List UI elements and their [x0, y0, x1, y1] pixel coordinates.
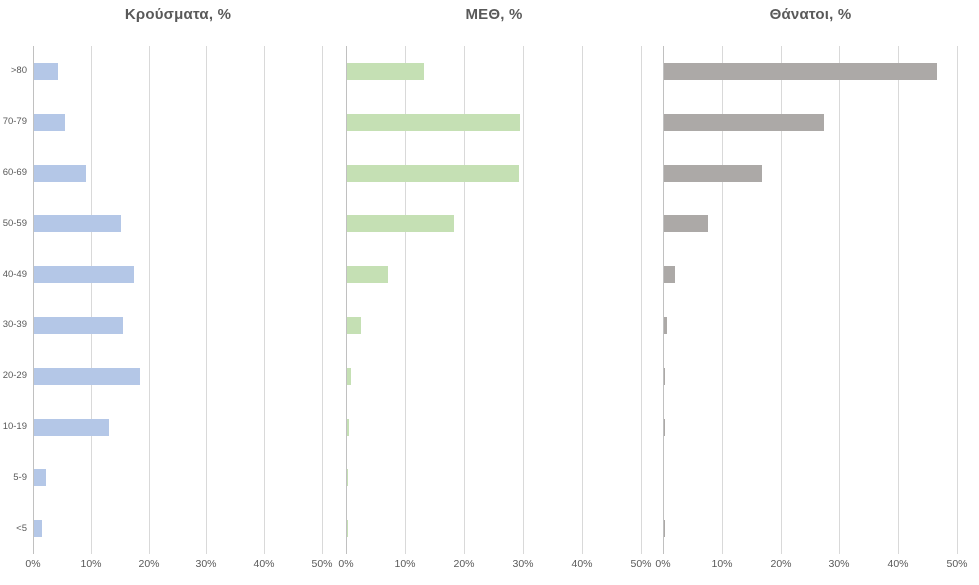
- chart-icu: ΜΕΘ, % 0% 10% 20% 30% 40% 50%: [338, 0, 651, 585]
- x-tick-label: 10%: [80, 558, 102, 570]
- chart-title-icu: ΜΕΘ, %: [465, 6, 523, 23]
- bar-30-39: [347, 316, 361, 334]
- gridline: [206, 46, 207, 554]
- gridline: [722, 46, 723, 554]
- x-tick-label: 50%: [946, 558, 968, 570]
- axis-zero-line: [663, 46, 664, 554]
- bar-10-19: [347, 418, 349, 436]
- gridline: [322, 46, 323, 554]
- category-label-<5: <5: [16, 522, 27, 534]
- bar-70-79: [34, 113, 66, 131]
- bar-20-29: [34, 367, 141, 385]
- chart-title-deaths: Θάνατοι, %: [769, 6, 852, 23]
- bar-30-39: [664, 316, 667, 334]
- gridline: [264, 46, 265, 554]
- bar-30-39: [34, 316, 123, 334]
- bar-5-9: [34, 469, 46, 487]
- axis-zero-line: [346, 46, 347, 554]
- category-label-10-19: 10-19: [2, 421, 27, 432]
- bar-70-79: [664, 113, 824, 131]
- bar-40-49: [347, 266, 388, 284]
- plot-area-cases: [33, 46, 323, 554]
- bar-10-19: [34, 418, 109, 436]
- x-tick-label: 50%: [630, 558, 652, 570]
- category-label-60-69: 60-69: [2, 167, 27, 178]
- bar-20-29: [347, 367, 352, 385]
- chart-cases: Κρούσματα, % 0% 10% 20% 30% 40% 50% >80 70-79 6…: [3, 0, 333, 585]
- value-axis-cases: 0% 10% 20% 30% 40% 50%: [25, 558, 332, 574]
- bar-<5: [347, 520, 348, 538]
- value-axis-icu: 0% 10% 20% 30% 40% 50%: [338, 558, 651, 574]
- gridline: [641, 46, 642, 554]
- x-tick-label: 40%: [571, 558, 593, 570]
- category-label->80: >80: [10, 65, 27, 77]
- chart-title-cases: Κρούσματα, %: [124, 6, 232, 23]
- bar-5-9: [347, 469, 348, 487]
- gridline: [405, 46, 406, 554]
- x-tick-label: 50%: [311, 558, 333, 570]
- x-tick-label: 40%: [887, 558, 909, 570]
- x-tick-label: 20%: [770, 558, 792, 570]
- gridline: [582, 46, 583, 554]
- bar-<5: [34, 520, 43, 538]
- gridline: [523, 46, 524, 554]
- bar-50-59: [664, 215, 708, 233]
- axis-zero-line: [33, 46, 34, 554]
- x-tick-label: 30%: [828, 558, 850, 570]
- gridline: [957, 46, 958, 554]
- gridline: [149, 46, 150, 554]
- bar-50-59: [347, 215, 455, 233]
- category-label-30-39: 30-39: [2, 319, 27, 331]
- bar-60-69: [347, 164, 520, 182]
- plot-area-icu: [346, 46, 642, 554]
- value-axis-deaths: 0% 10% 20% 30% 40% 50%: [655, 558, 967, 574]
- bar-50-59: [34, 215, 121, 233]
- category-label-40-49: 40-49: [2, 268, 27, 280]
- category-label-5-9: 5-9: [13, 471, 27, 483]
- x-tick-label: 10%: [711, 558, 733, 570]
- bar-70-79: [347, 113, 521, 131]
- x-tick-label: 0%: [25, 558, 41, 570]
- x-tick-label: 0%: [655, 558, 671, 570]
- x-tick-label: 20%: [453, 558, 475, 570]
- bar-20-29: [664, 367, 666, 385]
- gridline: [91, 46, 92, 554]
- gridline: [898, 46, 899, 554]
- bar->80: [347, 62, 424, 80]
- x-tick-label: 30%: [512, 558, 534, 570]
- category-label-70-79: 70-79: [2, 116, 27, 128]
- x-tick-label: 10%: [394, 558, 416, 570]
- x-tick-label: 0%: [338, 558, 354, 570]
- gridline: [839, 46, 840, 554]
- chart-deaths: Θάνατοι, % 0% 10% 20% 30% 40% 50%: [655, 0, 967, 585]
- bar-40-49: [34, 266, 134, 284]
- category-label-20-29: 20-29: [2, 370, 27, 382]
- category-label-50-59: 50-59: [2, 217, 27, 229]
- bar-60-69: [34, 164, 87, 182]
- bar-10-19: [664, 418, 666, 436]
- x-tick-label: 20%: [138, 558, 160, 570]
- x-tick-label: 40%: [253, 558, 275, 570]
- bar-<5: [664, 520, 666, 538]
- bar->80: [34, 62, 58, 80]
- plot-area-deaths: [663, 46, 958, 554]
- bar-40-49: [664, 266, 676, 284]
- bar->80: [664, 62, 938, 80]
- x-tick-label: 30%: [195, 558, 217, 570]
- gridline: [464, 46, 465, 554]
- gridline: [781, 46, 782, 554]
- bar-60-69: [664, 164, 762, 182]
